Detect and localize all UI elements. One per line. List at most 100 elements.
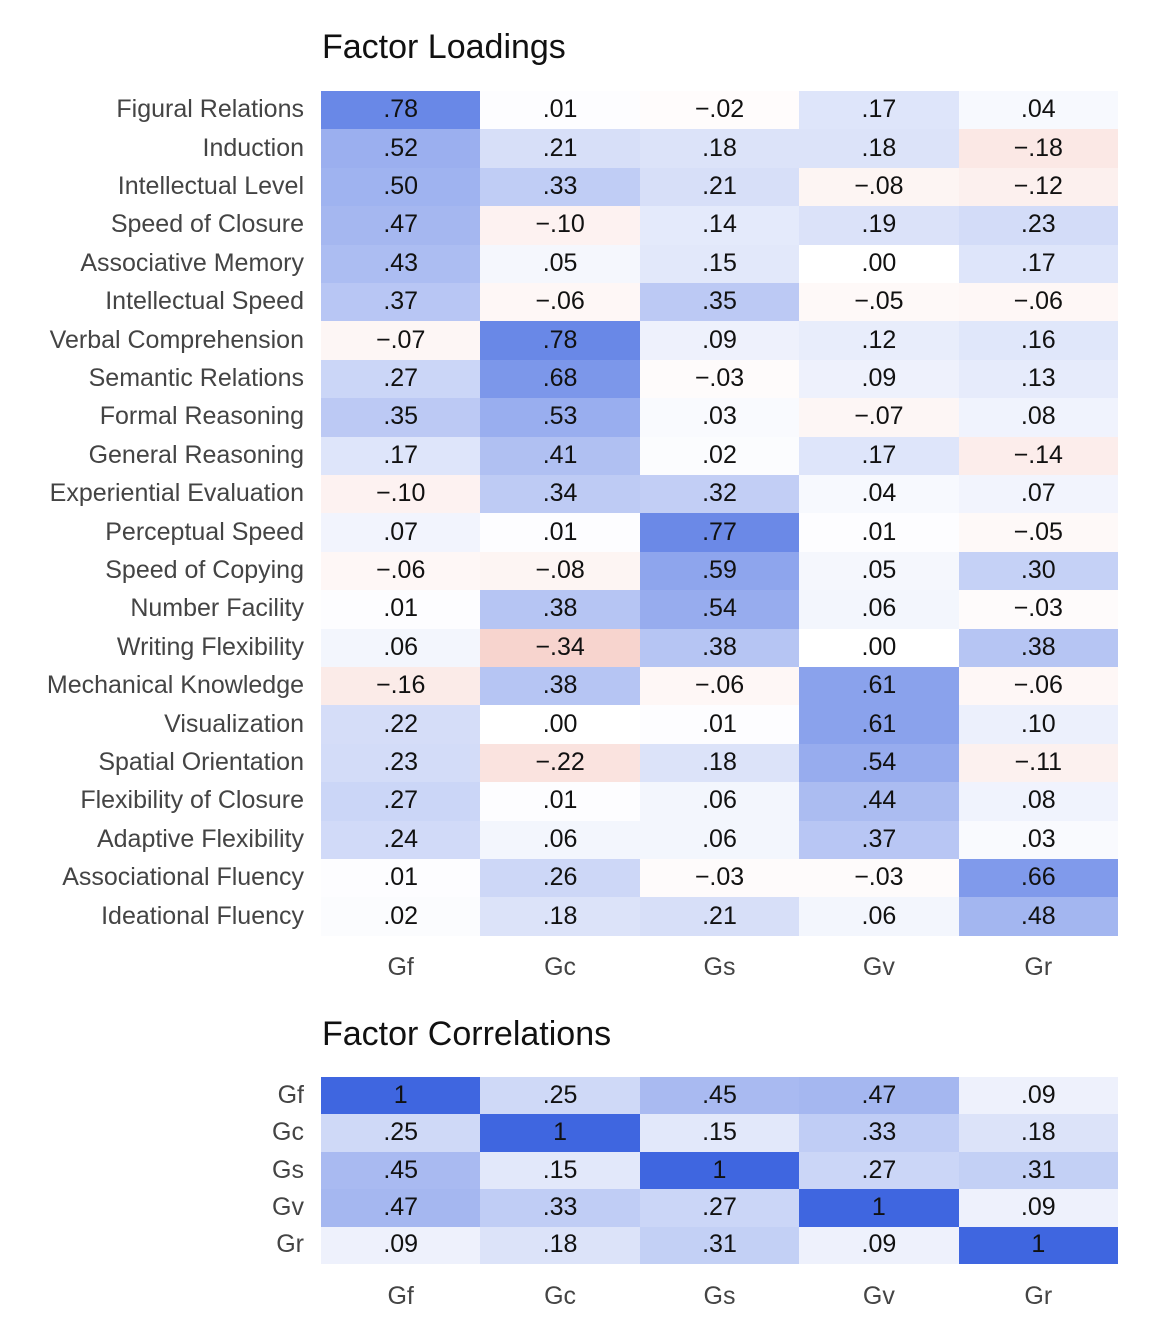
cell-value: .01 <box>542 786 578 815</box>
heatmap-cell <box>480 551 640 591</box>
heatmap-cell <box>958 820 1118 859</box>
heatmap-cell <box>321 91 481 130</box>
heatmap-cell <box>321 129 481 168</box>
heatmap-cell <box>321 359 481 399</box>
heatmap-cell <box>480 475 640 514</box>
cell-value: .25 <box>542 1080 578 1109</box>
cell-value: −.08 <box>535 556 585 584</box>
heatmap-cell <box>799 1077 959 1115</box>
row-label: Gf <box>277 1080 304 1109</box>
cell-value: .09 <box>383 1230 419 1259</box>
heatmap-cell <box>480 129 640 168</box>
heatmap-cell <box>799 321 959 360</box>
cell-value: .61 <box>861 709 897 738</box>
heatmap-cell <box>321 167 481 207</box>
cell-value: .78 <box>383 95 419 124</box>
cell-value: .33 <box>861 1118 897 1147</box>
cell-value: .38 <box>542 671 578 700</box>
cell-value: .09 <box>861 1230 897 1259</box>
heatmap-cell <box>639 513 800 552</box>
cell-value: .04 <box>1020 95 1056 124</box>
heatmap-cell <box>321 628 481 667</box>
cell-value: −.22 <box>535 748 585 776</box>
cell-value: −.10 <box>535 210 585 239</box>
cell-value: .35 <box>702 287 737 316</box>
cell-value: .14 <box>702 210 737 239</box>
heatmap-cell <box>480 244 640 283</box>
cell-value: .25 <box>383 1118 419 1147</box>
heatmap-cell <box>958 129 1118 168</box>
heatmap-cell <box>958 667 1118 706</box>
column-label: Gc <box>544 953 577 981</box>
heatmap-cell <box>799 897 959 936</box>
cell-value: .17 <box>383 440 419 469</box>
cell-value: .01 <box>702 709 737 738</box>
cell-value: .37 <box>383 287 419 316</box>
cell-value: −.03 <box>1013 594 1063 623</box>
heatmap-cell <box>639 551 800 591</box>
heatmap-cell <box>639 1114 800 1152</box>
cell-value: .32 <box>702 479 737 508</box>
heatmap-cell <box>639 206 800 245</box>
row-label: Perceptual Speed <box>105 517 304 546</box>
heatmap-cell <box>480 859 640 898</box>
cell-value: .03 <box>1020 824 1056 853</box>
cell-value: .44 <box>861 786 897 815</box>
heatmap-cell <box>958 551 1118 591</box>
heatmap-cell <box>639 667 800 706</box>
heatmap-cell <box>480 782 640 821</box>
cell-value: −.16 <box>376 671 426 700</box>
heatmap-cell <box>799 628 959 667</box>
cell-value: .59 <box>702 556 737 584</box>
row-label: Number Facility <box>130 594 304 623</box>
heatmap-cell <box>799 398 959 437</box>
row-label: Speed of Copying <box>105 556 304 584</box>
column-label: Gf <box>387 953 414 981</box>
heatmap-cell <box>799 167 959 207</box>
heatmap-cell <box>958 436 1118 475</box>
heatmap-cell <box>958 1151 1118 1190</box>
heatmap-cell <box>321 398 481 437</box>
cell-value: .01 <box>861 517 897 546</box>
column-label: Gr <box>1024 1282 1053 1310</box>
cell-value: .02 <box>383 901 419 930</box>
heatmap-cell <box>480 206 640 245</box>
heatmap-cell <box>321 667 481 706</box>
heatmap-cell <box>958 206 1118 245</box>
cell-value: .00 <box>861 248 897 277</box>
heatmap-cell <box>799 91 959 130</box>
row-label: Flexibility of Closure <box>80 786 304 815</box>
heatmap-cell <box>958 1114 1118 1152</box>
heatmap-cell <box>480 1114 640 1152</box>
cell-value: .21 <box>542 133 578 162</box>
heatmap-cell <box>799 782 959 821</box>
heatmap-cell <box>480 1226 640 1264</box>
cell-value: 1 <box>393 1080 408 1109</box>
heatmap-cell <box>958 167 1118 207</box>
cell-value: .01 <box>383 594 419 623</box>
cell-value: .09 <box>1020 1080 1056 1109</box>
heatmap-cell <box>480 628 640 667</box>
row-label: Associational Fluency <box>62 863 304 892</box>
heatmap-cell <box>321 513 481 552</box>
heatmap-cell <box>639 398 800 437</box>
heatmap-cell <box>958 859 1118 898</box>
cell-value: −.10 <box>376 479 426 508</box>
column-label: Gs <box>703 1282 736 1310</box>
cell-value: −.06 <box>535 287 585 316</box>
row-label: Spatial Orientation <box>98 748 304 776</box>
heatmap-cell <box>639 91 800 130</box>
heatmap-cell <box>958 1077 1118 1115</box>
heatmap-cell <box>958 283 1118 322</box>
heatmap-cell <box>639 782 800 821</box>
heatmap-cell <box>639 859 800 898</box>
heatmap-cell <box>639 359 800 399</box>
cell-value: .52 <box>383 133 419 162</box>
heatmap-cell <box>639 590 800 629</box>
heatmap-cell <box>480 359 640 399</box>
cell-value: .12 <box>861 325 897 354</box>
heatmap-cell <box>321 1189 481 1227</box>
heatmap-cell <box>321 1151 481 1190</box>
heatmap-cell <box>321 820 481 859</box>
heatmap-cell <box>639 129 800 168</box>
